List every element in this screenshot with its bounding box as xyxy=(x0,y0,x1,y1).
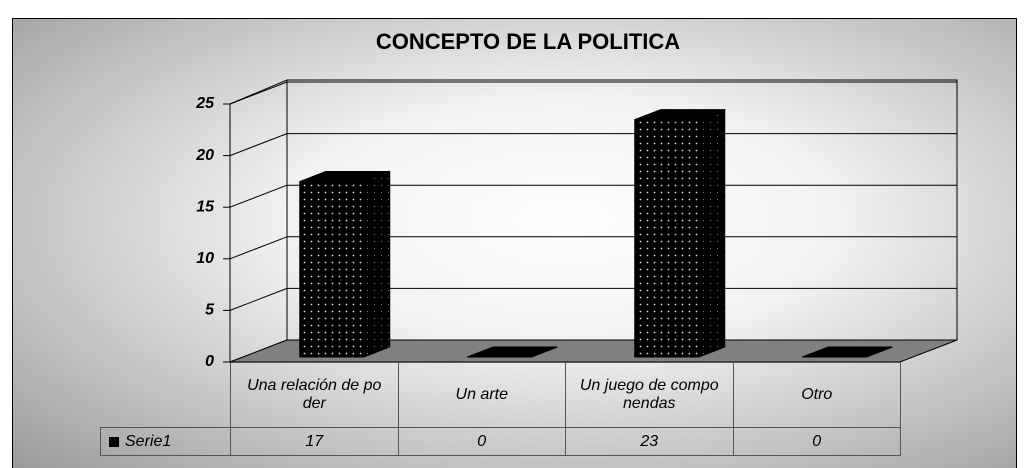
grid-line xyxy=(229,81,288,105)
grid-line xyxy=(229,133,288,157)
y-tick-label: 5 xyxy=(205,302,215,319)
grid-line xyxy=(229,236,288,260)
bar-side xyxy=(363,170,391,358)
table-value: 0 xyxy=(732,427,901,456)
bar-top xyxy=(467,346,558,358)
legend-label: Serie1 xyxy=(125,432,172,450)
bar-top xyxy=(634,109,725,121)
side-wall xyxy=(229,79,288,363)
legend-key xyxy=(109,436,119,447)
y-tick-label: 10 xyxy=(196,250,214,267)
table-value: 17 xyxy=(230,427,399,456)
bar-top xyxy=(802,346,893,358)
legend-cell: Serie1 xyxy=(100,427,231,456)
table-category: Un arte xyxy=(397,362,566,428)
y-tick-label: 0 xyxy=(205,353,214,370)
bar xyxy=(299,181,365,358)
y-tick-label: 25 xyxy=(195,95,215,112)
table-value: 0 xyxy=(397,427,566,456)
grid-line xyxy=(229,287,288,311)
bar-side xyxy=(698,108,726,358)
table-category: Otro xyxy=(732,362,901,428)
grid-line xyxy=(229,184,288,208)
y-tick-label: 20 xyxy=(195,147,214,164)
bar-top xyxy=(299,171,390,183)
y-tick-label: 15 xyxy=(196,198,215,215)
bar xyxy=(634,119,700,358)
table-value: 23 xyxy=(565,427,734,456)
table-category: Una relación de poder xyxy=(230,362,399,428)
table-category: Un juego de componendas xyxy=(565,362,734,428)
chart-area xyxy=(12,18,1017,468)
chart-title: CONCEPTO DE LA POLITICA xyxy=(376,29,680,54)
